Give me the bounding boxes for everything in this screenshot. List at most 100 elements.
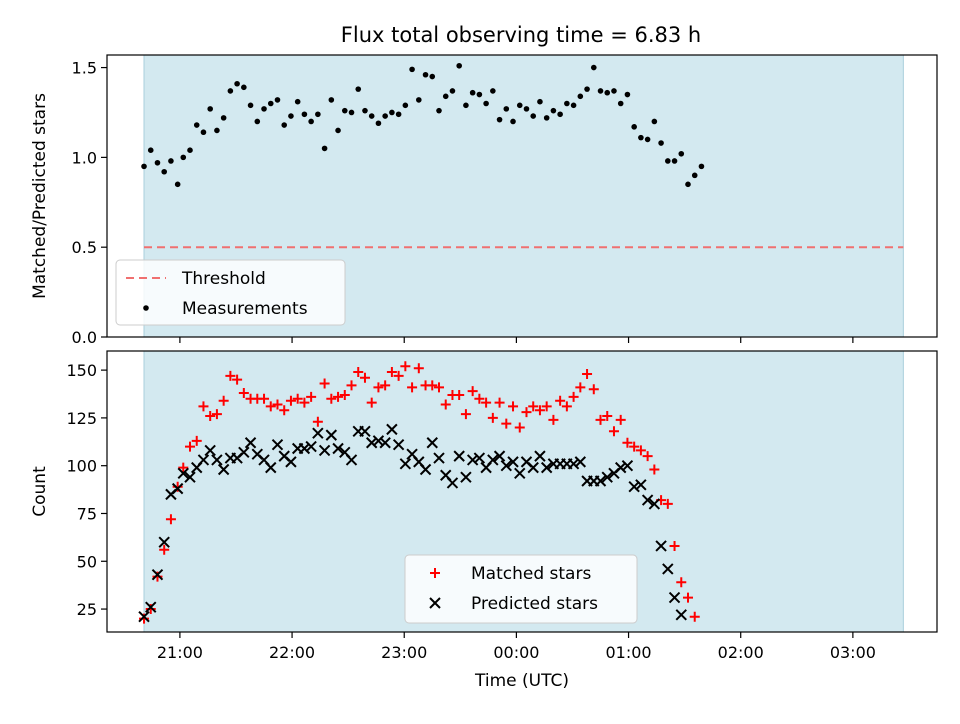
- measurement-point: [341, 107, 348, 114]
- measurement-point: [658, 140, 664, 146]
- predicted-star-point: [244, 437, 257, 449]
- matched-star-point: [460, 409, 471, 420]
- measurement-point: [402, 102, 409, 109]
- measurement-point: [557, 111, 563, 118]
- matched-star-point: [501, 418, 512, 429]
- matched-star-point: [521, 407, 532, 418]
- matched-star-point: [615, 414, 626, 425]
- matched-star-point: [555, 395, 566, 406]
- measurement-point: [328, 97, 335, 103]
- predicted-star-point: [594, 475, 607, 487]
- measurement-point: [422, 71, 429, 78]
- measurement-point: [362, 107, 368, 114]
- predicted-star-point: [507, 456, 519, 468]
- matched-star-point: [534, 405, 545, 416]
- y-tick-label: 150: [66, 361, 97, 380]
- predicted-star-point: [641, 494, 654, 506]
- measurement-point: [409, 66, 415, 73]
- matched-star-point: [178, 462, 189, 473]
- measurement-point: [530, 113, 537, 119]
- predicted-star-point: [621, 459, 634, 472]
- predicted-star-point: [379, 437, 391, 449]
- predicted-star-point: [487, 454, 499, 466]
- measurement-point: [168, 158, 174, 164]
- matched-star-point: [218, 395, 229, 406]
- legend-label: Measurements: [182, 299, 308, 319]
- matched-star-point: [319, 378, 330, 389]
- matched-star-point: [474, 393, 485, 404]
- matched-star-point: [622, 437, 633, 448]
- measurement-point: [355, 86, 362, 92]
- measurement-point: [496, 116, 503, 123]
- matched-star-point: [172, 481, 183, 492]
- measurement-point: [174, 181, 181, 188]
- matched-star-point: [306, 391, 317, 402]
- matched-star-point: [683, 592, 693, 603]
- measurement-point: [335, 127, 341, 134]
- predicted-star-point: [365, 437, 378, 449]
- predicted-star-point: [285, 456, 297, 468]
- measurement-point: [281, 122, 288, 128]
- x-tick-label: 21:00: [157, 643, 203, 662]
- matched-star-point: [582, 368, 593, 379]
- measurement-point: [348, 109, 355, 116]
- predicted-star-point: [177, 467, 189, 480]
- measurement-point: [691, 172, 698, 179]
- legend-box: [404, 554, 638, 624]
- predicted-star-point: [527, 461, 539, 474]
- measurement-point: [308, 118, 314, 125]
- matched-star-point: [259, 393, 270, 404]
- measurement-point: [611, 88, 617, 94]
- predicted-star-point: [325, 429, 338, 441]
- predicted-star-point: [238, 446, 250, 459]
- measurement-point: [463, 102, 469, 109]
- predicted-star-point: [392, 438, 405, 451]
- matched-star-point: [602, 410, 613, 421]
- matched-star-point: [400, 361, 411, 372]
- predicted-star-point: [298, 442, 311, 455]
- matched-star-point: [413, 363, 424, 374]
- x-tick-label: 03:00: [830, 643, 876, 662]
- predicted-star-point: [493, 450, 506, 462]
- predicted-star-point: [500, 459, 513, 472]
- predicted-star-point: [158, 536, 170, 548]
- measurement-point: [227, 88, 234, 94]
- measurement-point: [516, 102, 523, 109]
- predicted-star-point: [145, 601, 157, 613]
- matched-star-point: [333, 391, 344, 402]
- predicted-star-point: [446, 477, 459, 489]
- matched-star-point: [608, 426, 619, 437]
- measurement-point: [564, 100, 570, 107]
- measurement-point: [617, 100, 624, 107]
- matched-star-point: [326, 393, 337, 404]
- matched-star-point: [359, 372, 370, 383]
- matched-star-point: [481, 397, 492, 408]
- predicted-star-point: [419, 463, 432, 476]
- measurement-point: [321, 145, 328, 152]
- chart-title: Flux total observing time = 6.83 h: [341, 23, 701, 47]
- matched-star-point: [454, 389, 465, 400]
- matched-star-point: [649, 464, 660, 475]
- matched-star-point: [548, 414, 559, 425]
- matched-star-point: [440, 399, 451, 410]
- measurement-point: [624, 91, 631, 98]
- predicted-star-point: [540, 461, 553, 474]
- predicted-star-point: [197, 454, 210, 466]
- predicted-star-point: [265, 461, 277, 474]
- measurement-point: [638, 134, 644, 141]
- measurement-point: [154, 159, 161, 166]
- measurement-point: [254, 118, 261, 125]
- measurement-point: [200, 129, 207, 136]
- matched-star-point: [145, 604, 156, 615]
- matched-star-point: [285, 395, 296, 406]
- matched-star-point: [191, 435, 202, 446]
- predicted-star-point: [460, 471, 472, 483]
- x-tick-label: 22:00: [269, 643, 315, 662]
- y-tick-label: 1.0: [72, 148, 97, 167]
- predicted-star-point: [433, 452, 445, 464]
- matched-star-point: [467, 386, 478, 397]
- predicted-star-point: [184, 471, 196, 483]
- matched-star-point: [514, 422, 525, 433]
- matched-star-point: [676, 577, 687, 588]
